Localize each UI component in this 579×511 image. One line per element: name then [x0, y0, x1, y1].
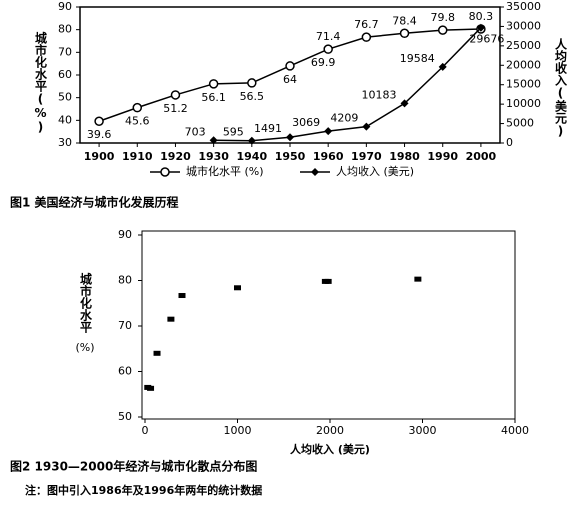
point [286, 133, 294, 142]
legend-marker [160, 167, 170, 177]
point [209, 136, 218, 145]
point [153, 350, 161, 356]
data-label: 51.2 [163, 102, 188, 115]
plot-frame [141, 230, 516, 420]
y2-tick-label: 0 [506, 136, 513, 149]
point [94, 116, 104, 126]
data-label: 45.6 [125, 115, 150, 128]
data-label: 39.6 [87, 128, 112, 141]
point [400, 99, 409, 108]
y-tick-label: 70 [118, 319, 132, 332]
y-tick-label: 60 [58, 68, 72, 81]
x-tick-label: 1000 [224, 424, 252, 437]
x-axis-label: 人均收入 (美元) [290, 442, 370, 456]
y2-tick-label: 5000 [506, 117, 534, 130]
y-tick-label: 80 [118, 274, 132, 287]
x-tick-label: 1970 [351, 150, 382, 163]
data-label: 56.1 [201, 91, 226, 104]
y-axis-label: 城市化水平 [79, 272, 93, 334]
y-tick-label: 30 [58, 136, 72, 149]
point [476, 23, 485, 32]
y2-tick-label: 30000 [506, 19, 541, 32]
y2-axis-label: 人均收入(美元) [554, 37, 568, 138]
point [324, 127, 333, 136]
y2-tick-label: 25000 [506, 39, 541, 52]
y2-tick-label: 15000 [506, 78, 541, 91]
y-tick-label: 50 [118, 410, 132, 423]
point [362, 122, 371, 131]
point [247, 78, 257, 88]
data-label: 10183 [362, 88, 397, 101]
data-label: 76.7 [354, 18, 379, 31]
y-tick-label: 90 [58, 0, 72, 13]
point [170, 90, 181, 100]
y-tick-label: 90 [118, 228, 132, 241]
point [399, 28, 410, 39]
caption: 图1 美国经济与城市化发展历程 [10, 195, 179, 210]
x-tick-label: 1920 [160, 150, 191, 163]
point [438, 62, 447, 71]
legend-label: 人均收入 (美元) [336, 164, 414, 178]
y-axis-label: 城市化水平(%) [34, 31, 48, 134]
y-tick-label: 50 [58, 91, 72, 104]
x-tick-label: 1940 [237, 150, 268, 163]
data-label: 78.4 [392, 14, 417, 27]
data-label: 71.4 [316, 30, 341, 43]
data-label: 64 [283, 73, 297, 86]
x-tick-label: 3000 [409, 424, 437, 437]
point [414, 276, 422, 282]
point [324, 278, 332, 284]
data-label: 4209 [330, 112, 358, 125]
point [167, 316, 175, 322]
x-tick-label: 0 [142, 424, 149, 437]
point [437, 25, 448, 35]
series-line [213, 27, 482, 142]
x-tick-label: 1960 [313, 150, 344, 163]
x-tick-label: 2000 [466, 150, 497, 163]
y2-tick-label: 35000 [506, 0, 541, 13]
point [247, 136, 256, 145]
y-tick-label: 70 [58, 45, 72, 58]
x-tick-label: 2000 [316, 424, 344, 437]
point [361, 32, 372, 42]
annotation: 69.9 [311, 56, 336, 69]
point [234, 285, 241, 291]
x-tick-label: 1980 [389, 150, 420, 163]
data-label: 79.8 [430, 11, 455, 24]
point [208, 79, 219, 89]
x-tick-label: 1930 [198, 150, 229, 163]
y-axis-unit: (%) [75, 341, 94, 354]
legend-label: 城市化水平 (%) [186, 164, 264, 178]
x-tick-label: 1900 [84, 150, 115, 163]
data-label: 29676 [469, 33, 504, 46]
data-label: 19584 [400, 52, 435, 65]
data-label: 56.5 [240, 90, 265, 103]
note: 注：图中引入1986年及1996年两年的统计数据 [25, 483, 262, 497]
x-tick-label: 1950 [275, 150, 306, 163]
point [323, 44, 333, 54]
legend-marker [311, 168, 319, 176]
y-tick-label: 60 [118, 365, 132, 378]
y-tick-label: 80 [58, 23, 72, 36]
caption: 图2 1930—2000年经济与城市化散点分布图 [10, 459, 257, 474]
data-label: 703 [185, 125, 206, 138]
data-label: 80.3 [469, 10, 494, 23]
point [178, 293, 186, 299]
y-tick-label: 40 [58, 113, 72, 126]
x-tick-label: 1990 [427, 150, 458, 163]
y2-tick-label: 10000 [506, 97, 541, 110]
data-label: 1491 [254, 122, 282, 135]
data-label: 3069 [292, 116, 320, 129]
data-label: 595 [223, 126, 244, 139]
point [147, 385, 155, 391]
point [132, 102, 143, 113]
x-tick-label: 4000 [501, 424, 529, 437]
y2-tick-label: 20000 [506, 58, 541, 71]
point [285, 61, 295, 71]
x-tick-label: 1910 [122, 150, 153, 163]
